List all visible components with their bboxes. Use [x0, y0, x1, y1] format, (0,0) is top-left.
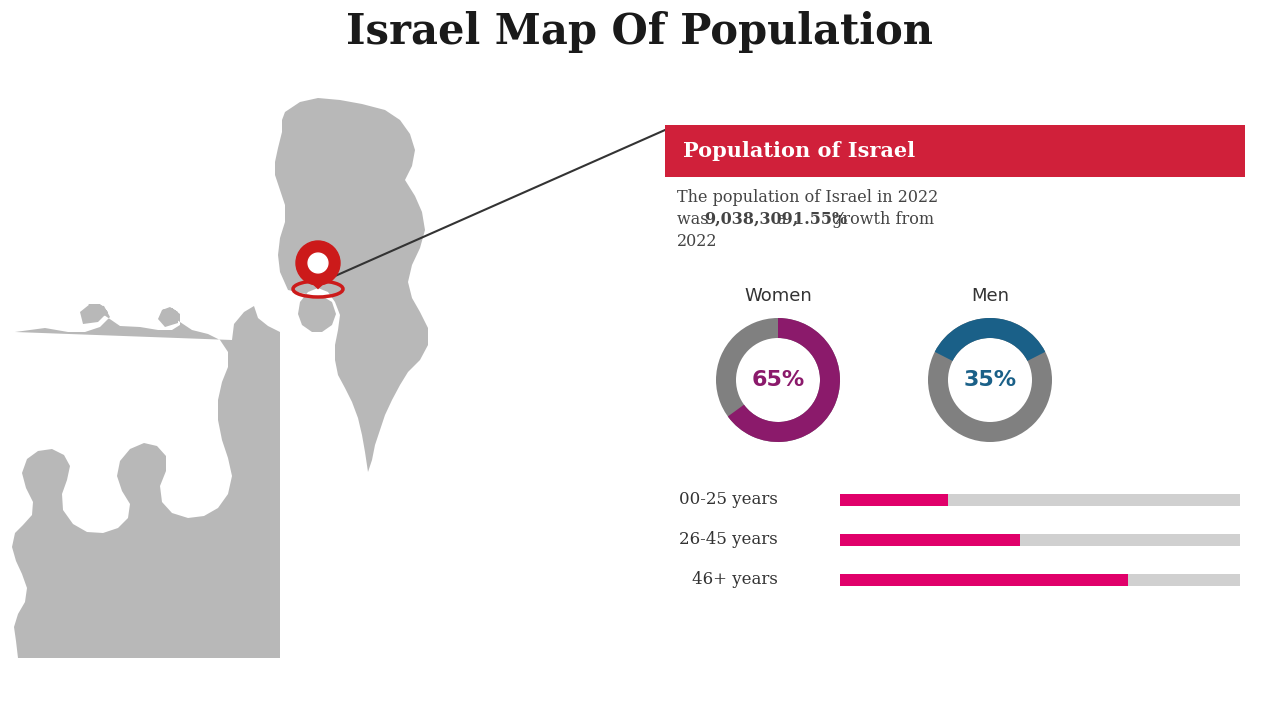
Wedge shape	[728, 318, 840, 442]
Text: 65%: 65%	[751, 370, 805, 390]
Text: was: was	[677, 211, 714, 228]
FancyBboxPatch shape	[840, 494, 948, 506]
Text: Men: Men	[972, 287, 1009, 305]
Text: Women: Women	[744, 287, 812, 305]
Polygon shape	[12, 304, 280, 658]
Polygon shape	[302, 274, 334, 289]
Wedge shape	[934, 318, 1046, 361]
FancyBboxPatch shape	[840, 534, 1240, 546]
Text: 00-25 years: 00-25 years	[680, 492, 778, 508]
Text: 2022: 2022	[677, 233, 718, 250]
Text: growth from: growth from	[827, 211, 933, 228]
Text: 1.55%: 1.55%	[792, 211, 847, 228]
Circle shape	[308, 253, 328, 273]
FancyBboxPatch shape	[840, 574, 1240, 586]
Text: 9,038,309,: 9,038,309,	[704, 211, 799, 228]
Circle shape	[296, 241, 340, 285]
Text: a: a	[772, 211, 792, 228]
Wedge shape	[716, 318, 840, 442]
FancyBboxPatch shape	[840, 574, 1128, 586]
Text: Israel Map Of Population: Israel Map Of Population	[347, 11, 933, 53]
Text: 26-45 years: 26-45 years	[680, 531, 778, 549]
FancyBboxPatch shape	[666, 125, 1245, 177]
Text: The population of Israel in 2022: The population of Israel in 2022	[677, 189, 938, 206]
Text: Population of Israel: Population of Israel	[684, 141, 915, 161]
Text: 46+ years: 46+ years	[692, 572, 778, 588]
FancyBboxPatch shape	[840, 534, 1020, 546]
Wedge shape	[928, 318, 1052, 442]
FancyBboxPatch shape	[840, 494, 1240, 506]
Text: 35%: 35%	[964, 370, 1016, 390]
Polygon shape	[275, 98, 428, 472]
